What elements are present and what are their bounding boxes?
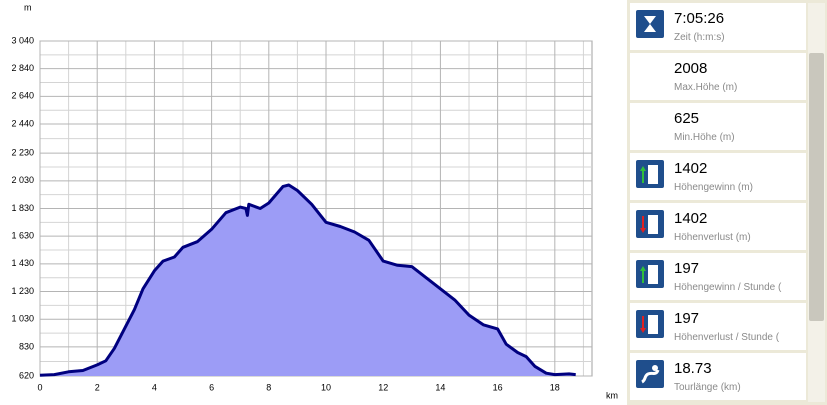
scroll-thumb[interactable]: [809, 53, 824, 321]
y-tick-label: 1 230: [11, 286, 34, 296]
x-tick-label: 2: [95, 382, 100, 392]
stat-time: 7:05:26 Zeit (h:m:s): [630, 3, 806, 50]
x-tick-label: 16: [493, 382, 503, 392]
scrollbar[interactable]: [808, 3, 825, 402]
y-tick-label: 1 030: [11, 314, 34, 324]
y-tick-label: 2 640: [11, 91, 34, 101]
x-tick-label: 10: [321, 382, 331, 392]
stat-value: 7:05:26: [674, 10, 725, 27]
stat-value: 1402: [674, 160, 708, 177]
stats-panel: 7:05:26 Zeit (h:m:s) 2008 Max.Höhe (m) 6…: [630, 3, 806, 403]
x-axis-label: km: [606, 390, 618, 400]
stat-loss-rate: 197 Höhenverlust / Stunde (: [630, 303, 806, 350]
stat-min: 625 Min.Höhe (m): [630, 103, 806, 150]
y-tick-label: 2 440: [11, 118, 34, 128]
stat-value: 1402: [674, 210, 708, 227]
icon-time: [636, 10, 664, 38]
y-tick-label: 1 430: [11, 258, 34, 268]
y-tick-label: 2 840: [11, 63, 34, 73]
y-tick-label: 1 630: [11, 231, 34, 241]
icon-gain: [636, 160, 664, 188]
icon-gain: [636, 260, 664, 288]
stat-label: Tourlänge (km): [674, 382, 741, 393]
stat-value: 197: [674, 260, 700, 277]
stat-label: Höhengewinn / Stunde (: [674, 282, 782, 293]
x-tick-label: 14: [435, 382, 445, 392]
stat-label: Höhenverlust / Stunde (: [674, 332, 780, 343]
stat-value: 18.73: [674, 360, 712, 377]
stat-loss: 1402 Höhenverlust (m): [630, 203, 806, 250]
stat-label: Zeit (h:m:s): [674, 32, 725, 43]
y-axis-label: m: [24, 2, 32, 12]
y-tick-label: 1 830: [11, 203, 34, 213]
stat-max: 2008 Max.Höhe (m): [630, 53, 806, 100]
stat-label: Min.Höhe (m): [674, 132, 735, 143]
y-tick-label: 2 030: [11, 175, 34, 185]
x-tick-label: 12: [378, 382, 388, 392]
stat-gain: 1402 Höhengewinn (m): [630, 153, 806, 200]
y-tick-label: 620: [19, 370, 34, 380]
x-tick-label: 0: [37, 382, 42, 392]
profile-area: [40, 185, 576, 376]
stat-label: Höhengewinn (m): [674, 182, 753, 193]
stat-label: Max.Höhe (m): [674, 82, 738, 93]
x-tick-label: 18: [550, 382, 560, 392]
x-tick-label: 8: [266, 382, 271, 392]
y-tick-label: 3 040: [11, 35, 34, 45]
stat-length: 18.73 Tourlänge (km): [630, 353, 806, 400]
stat-value: 625: [674, 110, 700, 127]
x-tick-label: 6: [209, 382, 214, 392]
stat-gain-rate: 197 Höhengewinn / Stunde (: [630, 253, 806, 300]
icon-loss: [636, 310, 664, 338]
stat-value: 2008: [674, 60, 708, 77]
y-tick-label: 830: [19, 341, 34, 351]
icon-length: [636, 360, 664, 388]
stat-label: Höhenverlust (m): [674, 232, 751, 243]
profile-line: [39, 183, 576, 377]
icon-loss: [636, 210, 664, 238]
y-tick-label: 2 230: [11, 148, 34, 158]
x-tick-label: 4: [152, 382, 157, 392]
stat-value: 197: [674, 310, 700, 327]
